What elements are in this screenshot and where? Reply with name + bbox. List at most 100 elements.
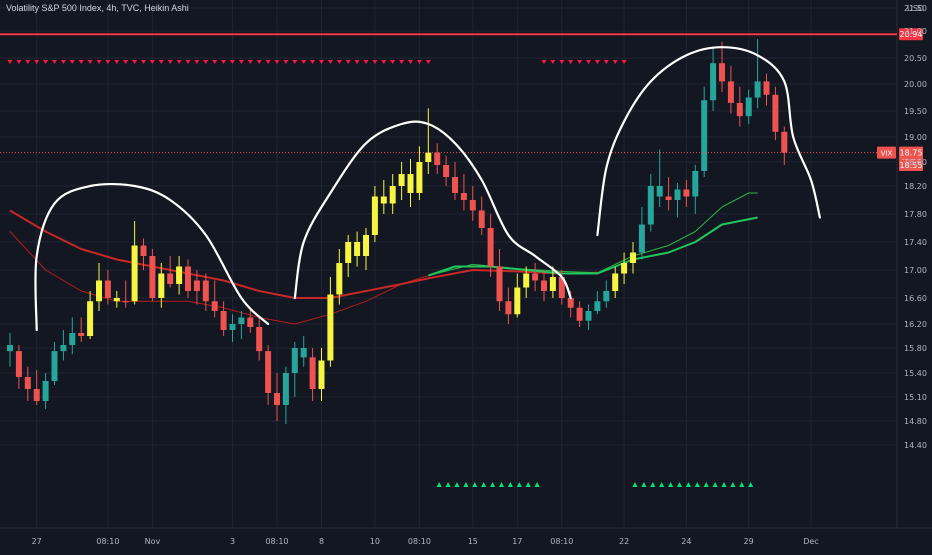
candle-body: [389, 186, 396, 204]
sell-marker: [158, 60, 164, 64]
sell-marker: [87, 60, 93, 64]
candle: [24, 366, 31, 401]
candle-body: [193, 280, 200, 291]
buy-marker: [659, 482, 665, 487]
candle-body: [736, 102, 743, 117]
sell-marker: [612, 60, 618, 64]
candle: [202, 273, 209, 311]
y-tick-label: 21.00: [904, 27, 927, 36]
symbol-tag: [877, 146, 896, 159]
x-tick-label: 24: [681, 537, 691, 546]
sell-marker: [230, 60, 235, 64]
candle: [505, 287, 512, 324]
candle-body: [674, 189, 681, 200]
y-tick-label: 18.20: [904, 182, 927, 191]
candle-body: [425, 152, 432, 162]
candle: [33, 369, 40, 405]
candle-body: [505, 301, 512, 315]
sell-marker: [256, 60, 262, 64]
candle: [158, 263, 165, 308]
x-tick-label: 17: [512, 537, 522, 546]
candle: [532, 263, 539, 291]
candle-body: [532, 273, 539, 281]
candle: [300, 336, 307, 367]
buy-marker: [694, 482, 700, 487]
sell-marker: [372, 60, 378, 64]
buy-marker: [721, 482, 727, 487]
candle: [585, 304, 592, 330]
sell-marker: [149, 60, 155, 64]
sell-marker: [176, 60, 182, 64]
sell-marker: [194, 60, 200, 64]
candle-body: [701, 100, 708, 171]
candle: [621, 252, 628, 284]
candle: [354, 231, 361, 267]
drawn-arc: [293, 120, 572, 300]
last-price-value: 18.75: [900, 149, 923, 158]
candle: [692, 165, 699, 214]
candle-body: [176, 266, 183, 284]
y-tick-label: 14.80: [904, 417, 927, 426]
resistance-tag: [899, 28, 923, 41]
buy-marker: [739, 482, 745, 487]
candle: [763, 73, 770, 106]
candle-body: [576, 307, 583, 321]
candle-body: [282, 373, 289, 405]
candle: [416, 146, 423, 200]
sell-marker: [96, 60, 102, 64]
y-tick-label: 17.80: [904, 210, 927, 219]
candle: [265, 345, 272, 405]
candle-body: [274, 393, 280, 405]
x-tick-label: 27: [32, 537, 42, 546]
candle: [42, 373, 49, 409]
candle: [656, 149, 663, 207]
sell-marker: [114, 60, 120, 64]
candle: [772, 86, 779, 141]
candle-body: [354, 242, 361, 256]
candle-body: [211, 301, 218, 311]
candle-body: [416, 162, 423, 193]
candle: [371, 186, 378, 242]
x-tick-label: 08:10: [550, 537, 573, 546]
candle-body: [371, 196, 378, 235]
buy-marker: [650, 482, 656, 487]
y-tick-label: 14.40: [904, 441, 927, 450]
sell-marker: [141, 60, 146, 64]
x-tick-label: Dec: [803, 537, 818, 546]
x-tick-label: 8: [319, 537, 324, 546]
candle-body: [478, 210, 485, 228]
candle: [727, 65, 734, 114]
sell-marker: [310, 60, 316, 64]
sell-marker: [203, 60, 209, 64]
candle: [282, 366, 289, 424]
candle-body: [149, 256, 156, 298]
x-tick-label: 3: [230, 537, 235, 546]
candle-body: [158, 273, 165, 298]
resistance-value: 20.94: [900, 30, 923, 39]
candle-body: [541, 280, 547, 291]
candle-body: [345, 242, 352, 263]
x-tick-label: 22: [619, 537, 629, 546]
y-tick-label: 15.10: [904, 393, 927, 402]
sell-marker: [568, 60, 574, 64]
candle-body: [309, 357, 316, 389]
buy-marker: [481, 482, 487, 487]
candle-body: [202, 280, 209, 302]
buy-marker: [445, 482, 451, 487]
sell-marker: [408, 60, 413, 64]
candle: [167, 256, 174, 288]
candle-body: [781, 131, 788, 153]
candle-body: [238, 317, 245, 324]
candle-body: [60, 345, 67, 352]
candle: [149, 249, 156, 302]
candle: [487, 214, 494, 277]
x-tick-label: 29: [744, 537, 754, 546]
candle: [104, 270, 111, 305]
candle-body: [710, 63, 717, 101]
candle: [131, 221, 138, 305]
candle-body: [229, 324, 236, 330]
candle: [113, 291, 120, 308]
candle: [185, 259, 191, 298]
